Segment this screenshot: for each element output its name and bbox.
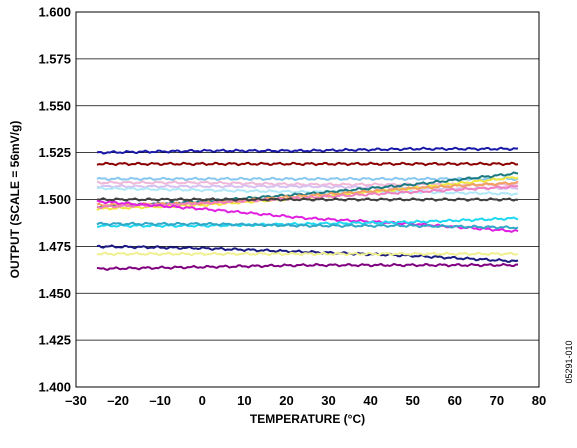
y-tick-label: 1.500 bbox=[38, 192, 71, 207]
series-line bbox=[96, 161, 519, 167]
series-line bbox=[96, 197, 519, 202]
series-line bbox=[96, 186, 519, 197]
y-tick-label: 1.575 bbox=[38, 51, 71, 66]
series-line bbox=[96, 251, 519, 257]
y-tick-label: 1.400 bbox=[38, 380, 71, 395]
series-line bbox=[96, 146, 519, 155]
x-tick-label: 80 bbox=[532, 393, 546, 408]
x-tick-label: 0 bbox=[199, 393, 206, 408]
series-line bbox=[96, 221, 519, 230]
y-tick-label: 1.525 bbox=[38, 145, 71, 160]
y-tick-label: 1.600 bbox=[38, 5, 71, 20]
y-tick-label: 1.550 bbox=[38, 98, 71, 113]
x-tick-label: –10 bbox=[149, 393, 171, 408]
x-tick-label: 30 bbox=[321, 393, 335, 408]
y-axis-ticks: 1.400 1.425 1.450 1.475 1.500 1.525 1.550 1.575… bbox=[38, 5, 71, 395]
plot-area-frame bbox=[75, 11, 540, 388]
x-tick-label: 40 bbox=[363, 393, 377, 408]
series-line bbox=[96, 176, 519, 182]
series-line bbox=[96, 262, 519, 271]
x-tick-label: –20 bbox=[107, 393, 129, 408]
x-tick-label: 20 bbox=[279, 393, 293, 408]
x-tick-label: –30 bbox=[65, 393, 87, 408]
y-tick-label: 1.475 bbox=[38, 239, 71, 254]
series-line bbox=[96, 244, 519, 263]
x-tick-label: 70 bbox=[490, 393, 504, 408]
y-tick-label: 1.450 bbox=[38, 286, 71, 301]
x-tick-label: 60 bbox=[448, 393, 462, 408]
x-tick-label: 10 bbox=[237, 393, 251, 408]
y-tick-label: 1.425 bbox=[38, 333, 71, 348]
x-tick-label: 50 bbox=[405, 393, 419, 408]
y-axis-label: OUTPUT (SCALE = 56mV/g) bbox=[8, 121, 22, 279]
series-line bbox=[96, 184, 519, 210]
series-line bbox=[96, 199, 519, 233]
series-lines bbox=[96, 146, 519, 271]
figure-id: 05291-010 bbox=[564, 340, 574, 383]
x-axis-label: TEMPERATURE (°C) bbox=[250, 412, 365, 426]
x-axis-ticks: –30 –20 –10 0 10 20 30 40 50 60 70 80 bbox=[65, 393, 546, 408]
series-line bbox=[96, 184, 519, 191]
